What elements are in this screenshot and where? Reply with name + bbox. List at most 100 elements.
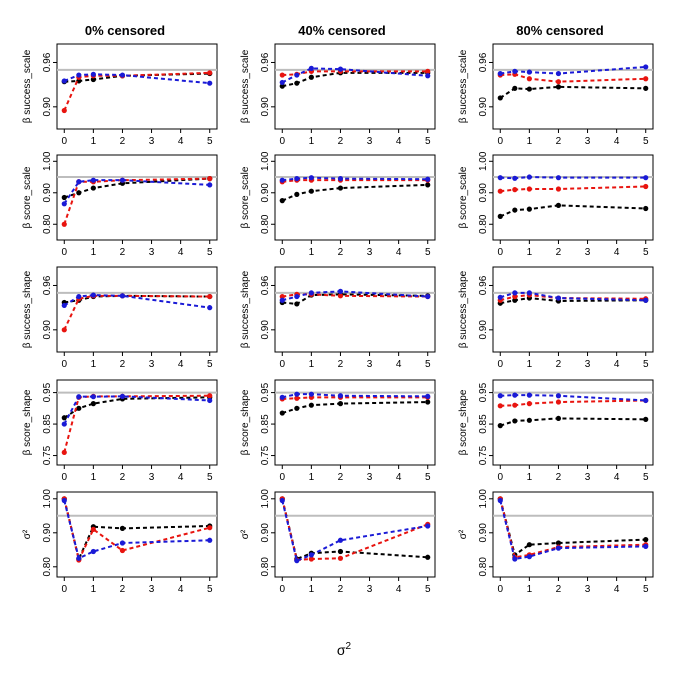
point-blue xyxy=(337,393,344,399)
point-red xyxy=(425,68,431,74)
x-tick-label: 2 xyxy=(338,472,344,483)
series-line-red xyxy=(63,294,210,331)
panel-r1-c2: 0 1 2 3 4 5 0.80 0.90 1.00 β score_scale xyxy=(458,151,654,258)
point-black xyxy=(76,405,82,411)
x-tick-label: 1 xyxy=(309,136,315,147)
y-axis-label: β success_shape xyxy=(458,270,469,348)
y-tick-label: 0.80 xyxy=(42,214,53,234)
point-black xyxy=(308,188,314,194)
point-black xyxy=(425,554,431,560)
y-axis-label: β success_shape xyxy=(240,270,251,348)
x-tick-label: 0 xyxy=(497,359,503,370)
point-black xyxy=(425,182,431,188)
point-blue xyxy=(61,201,67,207)
y-tick-label: 0.95 xyxy=(42,382,53,402)
point-blue xyxy=(76,72,82,78)
series-line-red xyxy=(63,498,210,563)
x-tick-label: 0 xyxy=(279,359,285,370)
point-blue xyxy=(279,394,285,400)
point-blue xyxy=(555,393,562,399)
point-blue xyxy=(294,176,300,182)
panel-r1-c1: 0 1 2 3 4 5 0.80 0.90 1.00 β score_scale xyxy=(240,151,436,258)
y-tick-label: 0.96 xyxy=(260,52,271,72)
point-blue xyxy=(308,391,314,397)
x-tick-label: 1 xyxy=(527,136,533,147)
point-blue xyxy=(555,545,562,551)
x-tick-label: 3 xyxy=(367,472,373,483)
point-black xyxy=(279,198,285,204)
point-blue xyxy=(425,393,431,399)
series-line-black xyxy=(499,204,646,218)
point-red xyxy=(207,525,213,531)
point-red xyxy=(279,72,285,78)
point-blue xyxy=(76,293,82,300)
point-red xyxy=(61,107,67,114)
point-blue xyxy=(61,497,67,504)
point-black xyxy=(279,410,285,416)
x-tick-label: 2 xyxy=(556,136,562,147)
y-tick-label: 0.80 xyxy=(478,214,489,234)
x-tick-label: 5 xyxy=(425,359,431,370)
series-line-red xyxy=(500,185,646,193)
point-red xyxy=(497,188,503,194)
point-blue xyxy=(643,297,649,303)
point-blue xyxy=(61,302,67,309)
x-tick-label: 5 xyxy=(425,136,431,147)
point-red xyxy=(61,221,67,227)
point-black xyxy=(308,74,314,80)
y-axis-label: β success_scale xyxy=(240,49,251,123)
point-red xyxy=(119,547,126,554)
y-tick-label: 0.75 xyxy=(42,445,53,465)
x-tick-label: 1 xyxy=(309,247,315,258)
y-tick-label: 1.00 xyxy=(260,151,271,171)
point-red xyxy=(61,449,67,456)
point-black xyxy=(294,405,300,411)
y-tick-label: 1.00 xyxy=(42,151,53,171)
point-blue xyxy=(337,66,344,72)
point-red xyxy=(512,187,518,193)
point-blue xyxy=(526,69,532,75)
series-line-red xyxy=(499,498,646,559)
x-tick-label: 2 xyxy=(120,247,126,258)
point-blue xyxy=(526,174,532,180)
y-tick-label: 0.90 xyxy=(478,97,489,117)
point-blue xyxy=(279,79,285,86)
y-tick-label: 0.90 xyxy=(42,523,53,543)
point-black xyxy=(61,194,67,201)
point-blue xyxy=(526,392,532,398)
point-red xyxy=(512,293,518,300)
x-tick-label: 5 xyxy=(207,472,213,483)
point-blue xyxy=(119,177,126,183)
point-blue xyxy=(555,175,562,181)
panel-frame xyxy=(274,43,436,130)
point-black xyxy=(555,540,562,546)
point-blue xyxy=(425,176,431,182)
y-axis-label: σ² xyxy=(240,529,251,539)
point-blue xyxy=(207,537,213,543)
point-blue xyxy=(76,179,82,185)
point-black xyxy=(526,86,532,92)
point-blue xyxy=(90,548,96,555)
panel-frame xyxy=(492,154,654,241)
point-blue xyxy=(308,290,314,296)
panel-r3-c1: 0 1 2 3 4 5 0.75 0.85 0.95 β score_shape xyxy=(240,379,436,483)
point-black xyxy=(279,83,285,89)
point-blue xyxy=(61,78,67,84)
point-blue xyxy=(90,292,96,298)
y-tick-label: 0.75 xyxy=(260,445,271,465)
point-black xyxy=(643,205,649,212)
point-blue xyxy=(90,177,96,183)
y-tick-label: 0.85 xyxy=(478,414,489,434)
x-tick-label: 3 xyxy=(367,136,373,147)
point-black xyxy=(119,525,126,531)
y-tick-label: 0.96 xyxy=(260,275,271,295)
x-tick-label: 2 xyxy=(120,136,126,147)
point-black xyxy=(526,542,532,548)
point-red xyxy=(497,403,503,409)
y-tick-label: 0.96 xyxy=(478,275,489,295)
point-red xyxy=(61,327,67,333)
point-blue xyxy=(279,177,285,183)
y-tick-label: 0.80 xyxy=(260,214,271,234)
x-tick-label: 2 xyxy=(556,472,562,483)
point-blue xyxy=(90,394,96,400)
